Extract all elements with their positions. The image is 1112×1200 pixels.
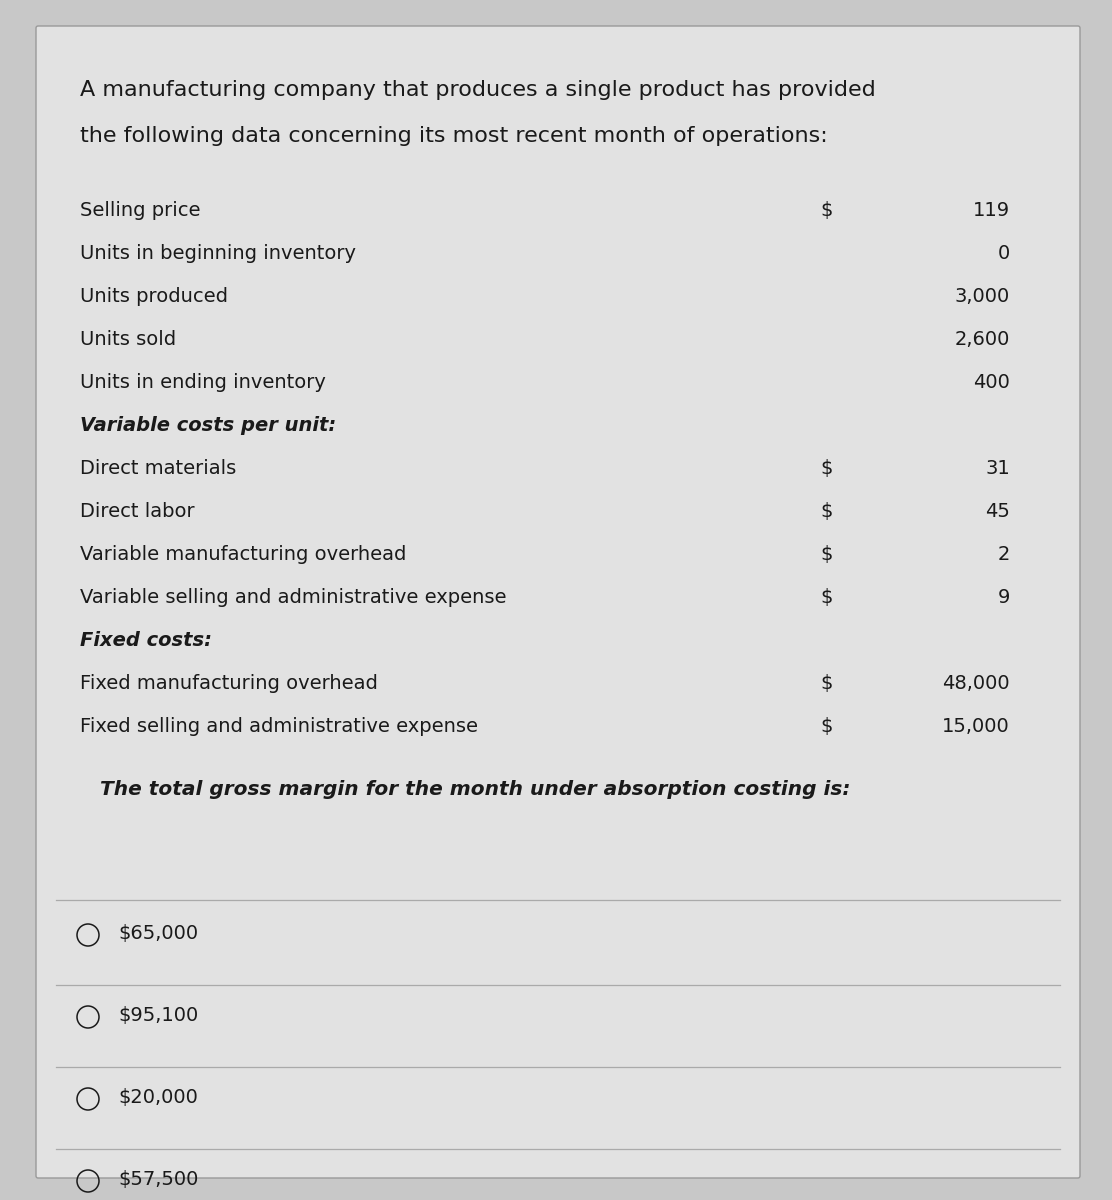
Text: $: $ xyxy=(820,200,833,220)
Text: Fixed manufacturing overhead: Fixed manufacturing overhead xyxy=(80,674,378,692)
Text: Units in ending inventory: Units in ending inventory xyxy=(80,373,326,392)
Text: $: $ xyxy=(820,545,833,564)
Text: The total gross margin for the month under absorption costing is:: The total gross margin for the month und… xyxy=(100,780,851,799)
Text: 15,000: 15,000 xyxy=(942,716,1010,736)
Text: 0: 0 xyxy=(997,244,1010,263)
Text: $95,100: $95,100 xyxy=(118,1006,198,1025)
Text: Units sold: Units sold xyxy=(80,330,176,349)
FancyBboxPatch shape xyxy=(36,26,1080,1178)
Text: 9: 9 xyxy=(997,588,1010,607)
Text: 400: 400 xyxy=(973,373,1010,392)
Text: Direct labor: Direct labor xyxy=(80,502,195,521)
Text: 31: 31 xyxy=(985,458,1010,478)
Text: 48,000: 48,000 xyxy=(942,674,1010,692)
Text: Units in beginning inventory: Units in beginning inventory xyxy=(80,244,356,263)
Text: $57,500: $57,500 xyxy=(118,1170,198,1188)
Text: 119: 119 xyxy=(973,200,1010,220)
Text: Fixed selling and administrative expense: Fixed selling and administrative expense xyxy=(80,716,478,736)
Text: Variable selling and administrative expense: Variable selling and administrative expe… xyxy=(80,588,506,607)
Text: 45: 45 xyxy=(985,502,1010,521)
Text: $: $ xyxy=(820,458,833,478)
Text: Direct materials: Direct materials xyxy=(80,458,236,478)
Text: 3,000: 3,000 xyxy=(955,287,1010,306)
Text: Fixed costs:: Fixed costs: xyxy=(80,631,212,650)
Text: $: $ xyxy=(820,588,833,607)
Text: Variable costs per unit:: Variable costs per unit: xyxy=(80,416,336,434)
Text: Units produced: Units produced xyxy=(80,287,228,306)
Text: the following data concerning its most recent month of operations:: the following data concerning its most r… xyxy=(80,126,827,146)
Text: Selling price: Selling price xyxy=(80,200,200,220)
Text: $: $ xyxy=(820,502,833,521)
Text: 2,600: 2,600 xyxy=(954,330,1010,349)
Text: $: $ xyxy=(820,716,833,736)
Text: $: $ xyxy=(820,674,833,692)
Text: A manufacturing company that produces a single product has provided: A manufacturing company that produces a … xyxy=(80,80,876,100)
Text: $20,000: $20,000 xyxy=(118,1087,198,1106)
Text: $65,000: $65,000 xyxy=(118,924,198,942)
Text: Variable manufacturing overhead: Variable manufacturing overhead xyxy=(80,545,406,564)
Text: 2: 2 xyxy=(997,545,1010,564)
